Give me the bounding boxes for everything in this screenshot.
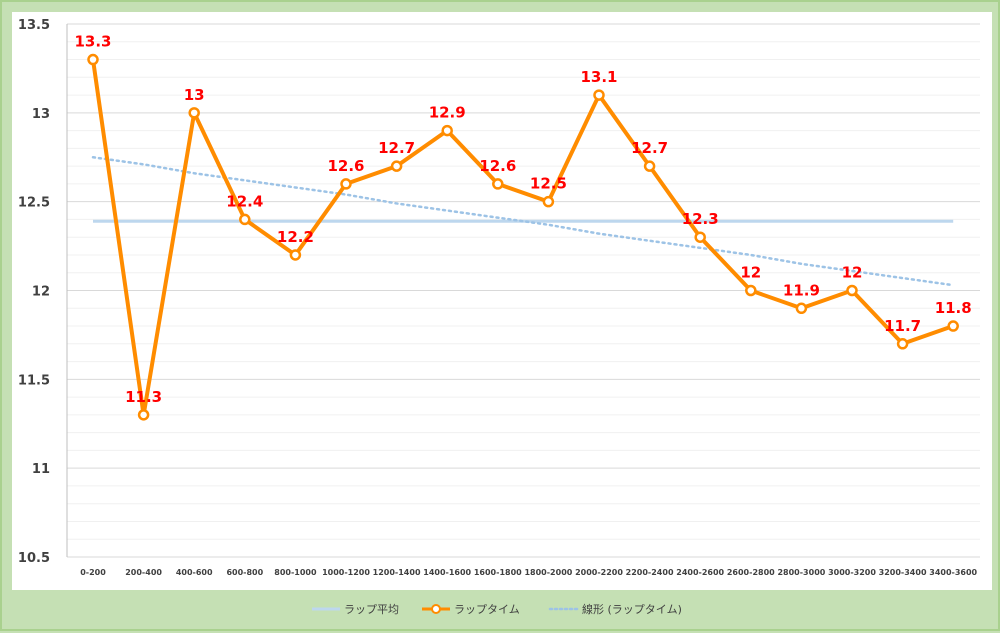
x-tick-label: 2000-2200 xyxy=(575,568,623,577)
lap-time-point xyxy=(643,160,656,172)
legend-item: 線形 (ラップタイム) xyxy=(548,602,682,616)
data-label: 13.3 xyxy=(74,33,111,51)
lap-time-point xyxy=(745,284,757,297)
x-tick-label: 1600-1800 xyxy=(474,568,522,577)
lap-time-point xyxy=(188,107,200,119)
data-labels: 13.3 11.3 13 12.4 12.2 12.6 12.7 12.9 12.6 12.5 13… xyxy=(74,33,971,406)
data-label: 11.7 xyxy=(884,317,921,335)
lap-time-point xyxy=(694,231,706,243)
data-label: 12.6 xyxy=(327,157,364,175)
data-label: 11.3 xyxy=(125,388,162,406)
data-label: 12 xyxy=(842,264,863,282)
lap-time-point xyxy=(846,284,858,297)
lap-time-point xyxy=(137,409,150,421)
trend-line xyxy=(91,156,955,287)
data-label: 12.5 xyxy=(530,175,567,193)
lap-time-point xyxy=(947,320,959,332)
lap-time-point xyxy=(795,302,808,315)
lap-time-point xyxy=(239,213,251,226)
legend-label: 線形 (ラップタイム) xyxy=(582,602,682,616)
y-tick-label: 12 xyxy=(32,285,50,300)
y-tick-label: 11 xyxy=(32,462,50,477)
data-label: 12.6 xyxy=(479,157,516,175)
data-label: 12.7 xyxy=(631,139,668,157)
data-label: 12.7 xyxy=(378,139,415,157)
series-layer xyxy=(87,53,959,421)
data-label: 11.9 xyxy=(783,281,820,299)
legend: ラップ平均 ラップタイム 線形 (ラップタイム) xyxy=(312,602,682,616)
data-label: 12.4 xyxy=(226,192,263,210)
lap-time-point xyxy=(896,338,909,350)
data-label: 11.8 xyxy=(935,299,972,317)
x-tick-label: 1000-1200 xyxy=(322,568,370,577)
lap-time-point xyxy=(340,178,352,190)
plot-area xyxy=(12,12,992,590)
legend-label: ラップタイム xyxy=(454,603,520,616)
y-tick-label: 11.5 xyxy=(18,373,50,388)
lap-time-point xyxy=(441,124,453,137)
lap-time-point xyxy=(593,89,605,101)
lap-time-point xyxy=(289,249,302,261)
x-tick-label: 1200-1400 xyxy=(373,568,421,577)
lap-time-point xyxy=(87,53,99,66)
lap-time-point xyxy=(390,160,403,172)
x-tick-label: 200-400 xyxy=(125,568,162,577)
legend-marker xyxy=(431,604,441,614)
x-tick-label: 800-1000 xyxy=(274,568,317,577)
lap-time-point xyxy=(542,195,555,208)
y-tick-label: 13.5 xyxy=(18,18,50,33)
data-label: 12.2 xyxy=(277,228,314,246)
x-tick-label: 2400-2600 xyxy=(676,568,724,577)
x-tick-label: 600-800 xyxy=(226,568,263,577)
x-tick-label: 3200-3400 xyxy=(879,568,927,577)
y-tick-label: 10.5 xyxy=(18,551,50,566)
legend-label: ラップ平均 xyxy=(344,603,399,616)
y-axis-ticks: 10.5 11 11.5 12 12.5 13 13.5 xyxy=(18,18,50,566)
legend-item: ラップタイム xyxy=(422,603,520,616)
y-tick-label: 12.5 xyxy=(18,196,50,211)
x-tick-label: 3400-3600 xyxy=(929,568,977,577)
lap-time-line xyxy=(91,59,954,417)
lap-time-point xyxy=(492,178,504,190)
legend-item: ラップ平均 xyxy=(312,603,399,616)
x-tick-label: 1400-1600 xyxy=(423,568,471,577)
x-tick-label: 0-200 xyxy=(80,568,106,577)
data-label: 12 xyxy=(740,264,761,282)
x-tick-label: 2200-2400 xyxy=(626,568,674,577)
x-tick-label: 2800-3000 xyxy=(777,568,825,577)
data-label: 12.9 xyxy=(429,104,466,122)
y-tick-label: 13 xyxy=(32,107,50,122)
data-label: 12.3 xyxy=(682,210,719,228)
x-tick-label: 1800-2000 xyxy=(524,568,572,577)
gridlines xyxy=(66,23,980,558)
data-label: 13.1 xyxy=(580,68,617,86)
x-axis-ticks: 0-200 200-400 400-600 600-800 800-1000 1000-1… xyxy=(80,568,977,577)
data-label: 13 xyxy=(184,86,205,104)
x-tick-label: 400-600 xyxy=(176,568,213,577)
x-tick-label: 2600-2800 xyxy=(727,568,775,577)
x-tick-label: 3000-3200 xyxy=(828,568,876,577)
